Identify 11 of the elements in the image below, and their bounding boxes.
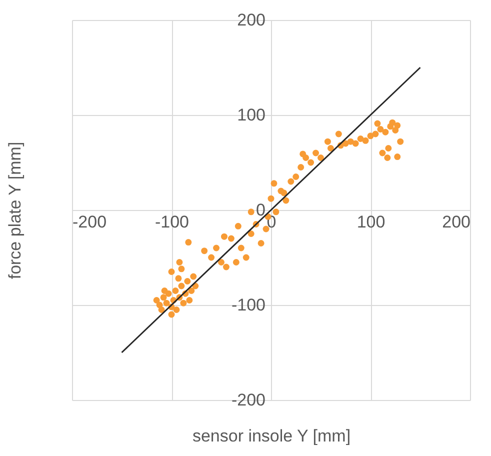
- x-tick-label: 100: [356, 212, 386, 232]
- y-axis-title: force plate Y [mm]: [6, 142, 24, 280]
- y-tick-label: -200: [231, 390, 266, 410]
- y-tick-label: 100: [237, 106, 266, 124]
- x-axis-title: sensor insole Y [mm]: [192, 426, 351, 446]
- x-tick-label: -100: [154, 212, 190, 232]
- x-tick-label: -200: [72, 212, 107, 232]
- x-tick-label: 200: [442, 212, 470, 232]
- y-tick-label: 200: [237, 10, 266, 30]
- y-tick-label: 0: [256, 200, 266, 220]
- y-tick-label: -100: [231, 296, 266, 314]
